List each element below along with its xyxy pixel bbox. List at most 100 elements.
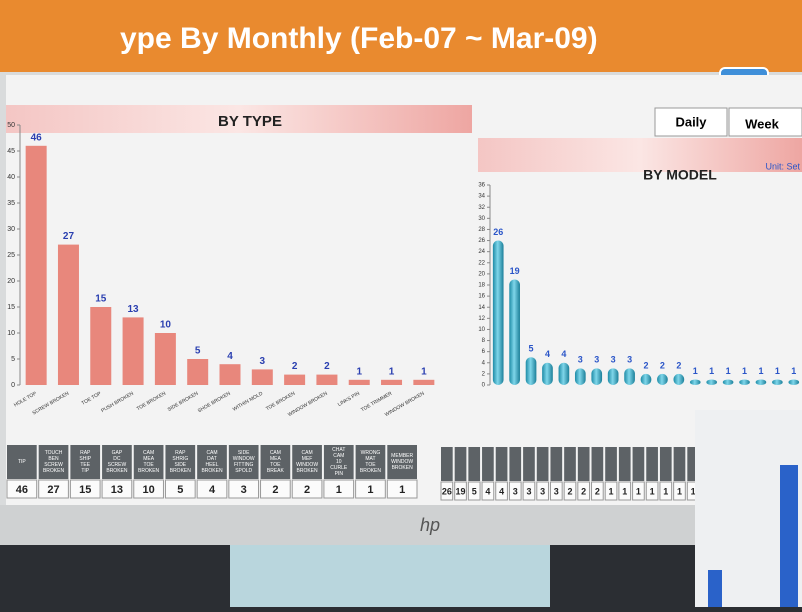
data-label: 13	[128, 304, 140, 315]
data-label: 27	[63, 231, 75, 242]
y-tick-label: 50	[7, 122, 15, 129]
y-tick-label: 26	[478, 238, 485, 244]
bar	[739, 379, 750, 385]
data-label: 1	[709, 366, 714, 376]
y-tick-label: 8	[482, 338, 486, 344]
table-value: 5	[177, 484, 183, 496]
table-value-cell	[577, 481, 591, 501]
table-header-cell	[260, 445, 291, 479]
bar	[624, 368, 635, 385]
bar	[25, 145, 47, 385]
bar	[640, 373, 652, 385]
y-tick-label: 30	[7, 226, 15, 233]
y-tick-label: 36	[478, 183, 485, 189]
table-value: 4	[499, 486, 504, 496]
table-value-cell	[563, 481, 577, 501]
table-header-cell	[591, 447, 604, 481]
photo-overlay-bar	[708, 570, 722, 607]
table-value: 26	[442, 486, 452, 496]
table-header-cell	[618, 447, 631, 481]
table-value-cell	[467, 481, 481, 501]
bar	[381, 379, 403, 385]
bar	[591, 368, 603, 385]
bar	[788, 379, 800, 385]
table-value: 1	[650, 486, 655, 496]
page-title: ype By Monthly (Feb-07 ~ Mar-09)	[120, 22, 598, 55]
model-chart-title: BY MODEL	[643, 167, 717, 183]
y-tick-label: 10	[7, 330, 15, 337]
table-header-cell	[454, 447, 467, 481]
y-tick-label: 14	[478, 305, 485, 311]
data-label: 15	[95, 294, 107, 305]
data-label: 2	[292, 361, 298, 372]
model-header-bar	[478, 138, 802, 172]
data-label: 1	[791, 366, 796, 376]
daily-button[interactable]	[654, 107, 728, 137]
table-value: 2	[272, 484, 278, 496]
table-value: 3	[554, 486, 559, 496]
data-label: 5	[529, 344, 534, 354]
table-header-cell	[323, 445, 354, 479]
table-header-cell	[659, 447, 672, 481]
table-value: 1	[399, 484, 405, 496]
bar	[755, 379, 767, 385]
bar	[154, 333, 176, 385]
table-value-cell	[101, 479, 133, 499]
data-label: 3	[260, 356, 266, 367]
table-header-cell	[387, 445, 417, 479]
unit-label: Unit: Set	[765, 161, 800, 171]
table-header-cell	[687, 447, 699, 481]
table-value: 2	[581, 486, 586, 496]
data-label: 1	[742, 366, 747, 376]
bar	[607, 368, 619, 385]
bar	[509, 279, 520, 385]
table-value-cell	[508, 481, 522, 501]
bar	[558, 362, 570, 385]
table-value-cell	[632, 481, 645, 501]
daily-label: Daily	[675, 114, 707, 129]
data-label: 1	[356, 366, 362, 377]
table-header-cell	[646, 447, 658, 481]
y-tick-label: 32	[478, 205, 485, 211]
data-label: 1	[421, 366, 427, 377]
week-button[interactable]	[728, 107, 802, 137]
banner	[0, 0, 802, 72]
table-value: 2	[567, 486, 572, 496]
table-header: CAM MEA TOE BROKEN	[138, 450, 160, 474]
table-value: 1	[677, 486, 682, 496]
table-value-cell	[291, 479, 323, 499]
bar	[722, 379, 734, 385]
data-label: 1	[758, 366, 763, 376]
bar	[251, 369, 273, 385]
paper	[230, 545, 550, 607]
table-value: 46	[16, 484, 28, 496]
y-tick-label: 0	[11, 382, 15, 389]
bar	[284, 374, 306, 385]
table-header-cell	[441, 447, 453, 481]
data-label: 1	[726, 366, 731, 376]
bar	[219, 364, 241, 385]
table-header-cell	[564, 447, 576, 481]
data-label: 4	[561, 349, 566, 359]
table-value: 19	[456, 486, 466, 496]
bar	[187, 359, 209, 385]
table-value-cell	[38, 479, 69, 499]
table-value-cell	[604, 481, 618, 501]
y-tick-label: 20	[7, 278, 15, 285]
table-value: 5	[472, 486, 477, 496]
table-value: 27	[47, 484, 59, 496]
table-value: 3	[513, 486, 518, 496]
y-tick-label: 5	[11, 356, 15, 363]
table-header-cell	[133, 445, 164, 479]
table-value-cell	[196, 479, 228, 499]
table-value-cell	[495, 481, 508, 501]
table-value-cell	[591, 481, 604, 501]
table-value: 2	[304, 484, 310, 496]
bar	[542, 362, 553, 385]
table-value-cell	[454, 481, 467, 501]
table-header: CAM MEF WINDOW BROKEN	[296, 450, 318, 474]
table-value-cell	[386, 479, 418, 499]
data-label: 1	[693, 366, 698, 376]
data-label: 4	[545, 349, 550, 359]
